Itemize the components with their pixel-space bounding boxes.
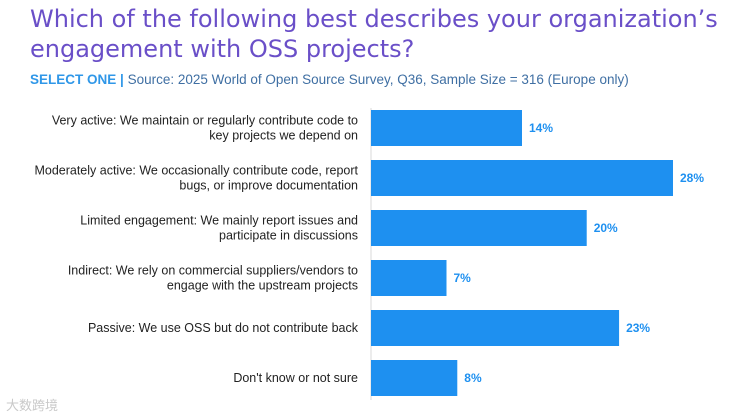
bar-1 xyxy=(371,110,522,146)
category-label-line: Passive: We use OSS but do not contribut… xyxy=(88,321,359,335)
category-label-line: Limited engagement: We mainly report iss… xyxy=(80,214,358,228)
bar-5 xyxy=(371,310,620,346)
bar-4 xyxy=(371,260,447,296)
bar-3 xyxy=(371,210,587,246)
category-label-2: Moderately active: We occasionally contr… xyxy=(34,164,358,193)
watermark-logo: 大数跨境 xyxy=(6,398,59,413)
category-label-line: Very active: We maintain or regularly co… xyxy=(52,114,358,128)
category-label-line: engage with the upstream projects xyxy=(167,279,358,293)
category-label-3: Limited engagement: We mainly report iss… xyxy=(80,214,358,243)
category-label-4: Indirect: We rely on commercial supplier… xyxy=(68,264,358,293)
category-label-line: Moderately active: We occasionally contr… xyxy=(34,164,358,178)
category-label-1: Very active: We maintain or regularly co… xyxy=(52,114,358,143)
value-label-5: 23% xyxy=(626,321,650,335)
category-label-line: Indirect: We rely on commercial supplier… xyxy=(68,264,358,278)
chart-subtitle: SELECT ONE | Source: 2025 World of Open … xyxy=(30,72,730,87)
value-label-4: 7% xyxy=(454,271,472,285)
category-label-line: key projects we depend on xyxy=(209,129,358,143)
category-label-5: Passive: We use OSS but do not contribut… xyxy=(88,321,359,335)
bar-6 xyxy=(371,360,458,396)
value-label-2: 28% xyxy=(680,171,704,185)
category-label-line: bugs, or improve documentation xyxy=(179,179,358,193)
category-label-line: Don't know or not sure xyxy=(233,371,358,385)
value-label-6: 8% xyxy=(464,371,482,385)
select-one-label: SELECT ONE | xyxy=(30,72,124,87)
category-label-line: participate in discussions xyxy=(219,229,358,243)
value-label-3: 20% xyxy=(594,221,618,235)
source-note: Source: 2025 World of Open Source Survey… xyxy=(127,72,629,87)
chart-title: Which of the following best describes yo… xyxy=(30,5,718,63)
category-label-6: Don't know or not sure xyxy=(233,371,358,385)
bar-2 xyxy=(371,160,673,196)
value-label-1: 14% xyxy=(529,121,553,135)
